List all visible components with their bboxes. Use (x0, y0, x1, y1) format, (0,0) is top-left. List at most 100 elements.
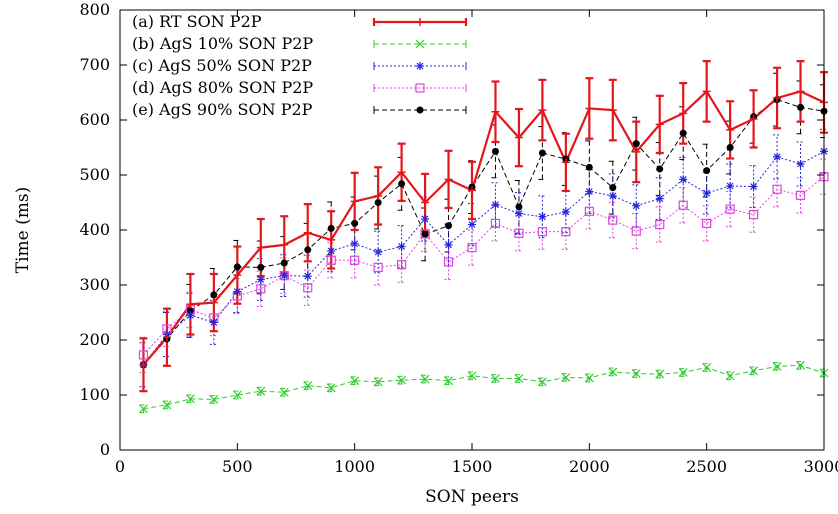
x-marker (139, 404, 148, 414)
square-marker (397, 260, 407, 270)
x-marker (772, 361, 782, 371)
x-marker (467, 371, 477, 381)
circle-marker (421, 230, 429, 238)
legend-label: (d) AgS 80% SON P2P (132, 78, 313, 97)
star-marker (656, 195, 664, 203)
star-marker (679, 175, 687, 183)
x-marker (796, 360, 805, 370)
x-marker (725, 371, 735, 381)
legend-label: (a) RT SON P2P (132, 12, 262, 31)
legend-label: (e) AgS 90% SON P2P (132, 100, 313, 119)
series-markers (138, 87, 829, 414)
circle-marker (679, 129, 687, 137)
star-marker (703, 189, 711, 197)
circle-marker (703, 167, 711, 175)
circle-marker (632, 140, 640, 148)
square-marker (490, 218, 501, 228)
star-marker (374, 248, 382, 256)
x-marker (209, 394, 219, 404)
square-marker (561, 227, 571, 237)
x-marker (420, 374, 430, 384)
square-marker (772, 184, 782, 194)
star-marker (797, 160, 804, 168)
circle-marker (257, 263, 265, 271)
star-marker (210, 318, 218, 326)
star-marker (585, 188, 593, 195)
y-tick-label: 100 (79, 385, 110, 404)
axis-ticks (119, 9, 825, 451)
circle-marker (210, 291, 218, 299)
circle-marker (186, 307, 194, 315)
circle-marker (491, 147, 499, 155)
x-marker (415, 39, 425, 49)
x-tick-label: 1000 (334, 457, 375, 476)
circle-marker (515, 203, 523, 211)
star-marker (304, 272, 312, 280)
x-marker (397, 375, 407, 385)
square-marker (373, 262, 383, 272)
y-tick-label: 300 (79, 275, 110, 294)
star-marker (398, 243, 406, 250)
square-marker (415, 83, 425, 93)
circle-marker (327, 224, 335, 232)
square-marker (725, 204, 735, 214)
y-axis-label: Time (ms) (13, 187, 33, 273)
star-marker (492, 201, 499, 209)
series-line (142, 90, 825, 366)
square-marker (795, 190, 806, 200)
star-marker (609, 192, 617, 200)
star-marker (327, 247, 335, 255)
y-tick-label: 0 (100, 440, 110, 459)
x-axis-label: SON peers (425, 487, 519, 507)
x-marker (584, 373, 594, 383)
star-marker (233, 288, 241, 296)
circle-marker (280, 259, 288, 267)
x-marker (749, 366, 759, 376)
star-marker (421, 215, 429, 223)
square-marker (138, 350, 149, 360)
x-marker (655, 369, 665, 379)
star-marker (538, 213, 546, 221)
circle-marker (398, 180, 406, 188)
x-tick-label: 500 (222, 457, 253, 476)
x-marker (232, 390, 242, 400)
x-marker (702, 363, 712, 372)
y-tick-label: 700 (79, 55, 110, 74)
square-marker (467, 243, 477, 253)
square-marker (303, 283, 313, 293)
x-marker (608, 367, 618, 377)
x-tick-label: 0 (115, 457, 125, 476)
circle-marker (726, 144, 734, 151)
x-marker (373, 377, 383, 387)
square-marker (584, 206, 594, 216)
star-marker (280, 272, 288, 280)
circle-marker (416, 106, 424, 114)
legend-label: (b) AgS 10% SON P2P (132, 34, 313, 53)
star-marker (416, 62, 424, 70)
circle-marker (351, 219, 359, 227)
square-marker (702, 218, 712, 228)
x-marker (326, 383, 336, 393)
circle-marker (585, 163, 593, 171)
x-marker (162, 400, 172, 410)
square-marker (326, 255, 336, 265)
legend-label: (c) AgS 50% SON P2P (132, 56, 312, 75)
square-marker (655, 219, 665, 230)
circle-marker (233, 263, 241, 271)
x-tick-label: 2000 (569, 457, 610, 476)
legend: (a) RT SON P2P (b) AgS 10% SON P2P (c) AgS… (132, 12, 468, 119)
series-line (143, 150, 825, 366)
star-marker (562, 208, 570, 216)
star-marker (632, 202, 640, 210)
star-marker (186, 311, 194, 319)
y-tick-label: 500 (79, 165, 110, 184)
square-marker (256, 284, 266, 294)
star-marker (468, 221, 476, 228)
square-marker (420, 229, 430, 239)
x-marker (561, 372, 571, 382)
square-marker (514, 228, 524, 238)
square-marker (678, 200, 688, 210)
x-marker (678, 368, 688, 377)
square-marker (748, 210, 759, 220)
